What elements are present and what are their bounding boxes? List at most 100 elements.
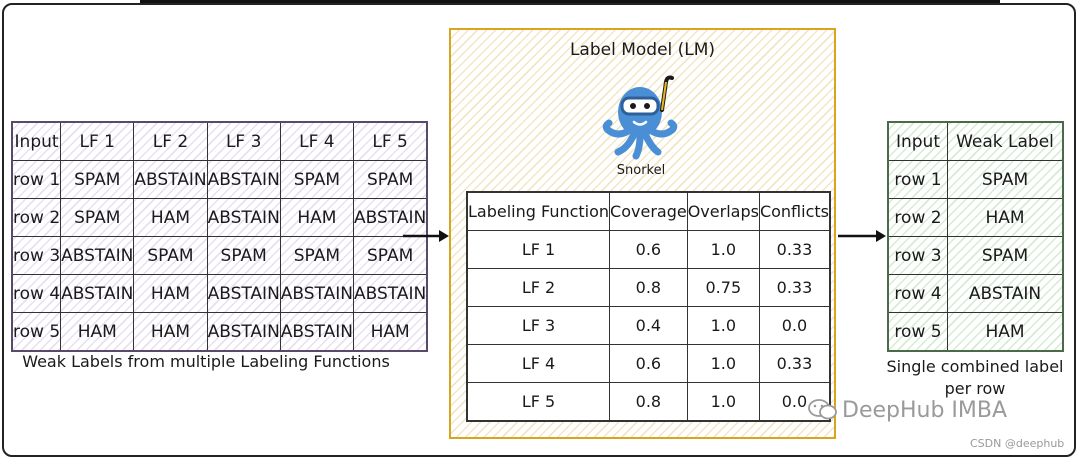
table-row: row 2 HAM [887, 198, 1064, 237]
table-cell: SPAM [279, 236, 355, 275]
table-header-row: Input Weak Label [887, 121, 1064, 161]
table-cell: SPAM [133, 236, 208, 275]
table-cell: 0.33 [758, 230, 831, 269]
table-cell: 0.0 [758, 382, 831, 422]
table-cell: ABSTAIN [353, 198, 428, 237]
table-cell: row 3 [11, 236, 62, 275]
weak-labels-table: Input LF 1 LF 2 LF 3 LF 4 LF 5 row 1 SPAM ABSTAI… [11, 121, 429, 352]
table-cell: SPAM [946, 236, 1064, 275]
watermark: DeepHub IMBA [808, 398, 1007, 423]
table-cell: ABSTAIN [60, 236, 135, 275]
table-cell: SPAM [60, 160, 135, 199]
table-cell: ABSTAIN [279, 274, 355, 313]
table-cell: HAM [279, 198, 355, 237]
header-cell: Weak Label [946, 121, 1064, 161]
table-cell: 0.33 [758, 268, 831, 307]
table-cell: HAM [133, 274, 208, 313]
table-row: LF 5 0.8 1.0 0.0 [466, 382, 831, 422]
table-cell: row 1 [11, 160, 62, 199]
top-border-stroke [140, 0, 1000, 3]
table-row: row 3 SPAM [887, 236, 1064, 275]
table-cell: HAM [946, 198, 1064, 237]
table-cell: HAM [133, 312, 208, 352]
table-cell: 0.33 [758, 344, 831, 383]
table-cell: 1.0 [686, 344, 760, 383]
table-cell: ABSTAIN [133, 160, 208, 199]
arrow-to-output [838, 230, 886, 242]
table-cell: row 2 [11, 198, 62, 237]
header-cell: Conflicts [758, 191, 831, 231]
table-cell: row 2 [887, 198, 948, 237]
header-cell: LF 5 [353, 121, 428, 161]
combined-label-caption-line1: Single combined label [886, 357, 1064, 376]
weak-labels-caption: Weak Labels from multiple Labeling Funct… [22, 352, 390, 371]
table-cell: ABSTAIN [353, 274, 428, 313]
header-cell: Input [11, 121, 62, 161]
table-row: row 4 ABSTAIN [887, 274, 1064, 313]
table-row: LF 3 0.4 1.0 0.0 [466, 306, 831, 345]
table-row: LF 1 0.6 1.0 0.33 [466, 230, 831, 269]
wechat-icon [808, 399, 837, 420]
table-cell: SPAM [353, 236, 428, 275]
table-cell: SPAM [353, 160, 428, 199]
table-cell: row 3 [887, 236, 948, 275]
table-cell: SPAM [279, 160, 355, 199]
table-cell: HAM [946, 312, 1064, 352]
table-cell: HAM [353, 312, 428, 352]
table-cell: ABSTAIN [206, 274, 281, 313]
table-row: row 5 HAM [887, 312, 1064, 352]
snorkel-logo-text: Snorkel [616, 163, 666, 178]
table-row: LF 4 0.6 1.0 0.33 [466, 344, 831, 383]
table-cell: 0.4 [609, 306, 688, 345]
combined-label-caption-line2: per row [944, 379, 1006, 398]
table-cell: HAM [133, 198, 208, 237]
table-cell: HAM [60, 312, 135, 352]
combined-label-caption: Single combined label per row [875, 356, 1075, 400]
table-cell: ABSTAIN [279, 312, 355, 352]
header-cell: Input [887, 121, 948, 161]
table-cell: row 1 [887, 160, 948, 199]
table-row: row 3 ABSTAIN SPAM SPAM SPAM SPAM [11, 236, 428, 275]
table-cell: SPAM [946, 160, 1064, 199]
table-cell: row 5 [11, 312, 62, 352]
table-row: row 5 HAM HAM ABSTAIN ABSTAIN HAM [11, 312, 428, 352]
table-cell: ABSTAIN [946, 274, 1064, 313]
header-cell: LF 3 [206, 121, 281, 161]
label-model-title: Label Model (LM) [569, 40, 716, 60]
table-row: row 1 SPAM [887, 160, 1064, 199]
table-header-row: Input LF 1 LF 2 LF 3 LF 4 LF 5 [11, 121, 428, 161]
header-cell: LF 1 [60, 121, 135, 161]
table-row: row 1 SPAM ABSTAIN ABSTAIN SPAM SPAM [11, 160, 428, 199]
table-cell: 1.0 [686, 230, 760, 269]
table-cell: ABSTAIN [206, 312, 281, 352]
header-cell: Labeling Function [466, 191, 611, 231]
snorkel-octopus-icon [602, 75, 678, 160]
table-row: LF 2 0.8 0.75 0.33 [466, 268, 831, 307]
header-cell: Overlaps [686, 191, 760, 231]
csdn-credit: CSDN @deephub [970, 437, 1065, 450]
combined-label-table: Input Weak Label row 1 SPAM row 2 HAM row 3 SPA… [887, 121, 1064, 352]
table-cell: 0.6 [609, 230, 688, 269]
header-cell: LF 2 [133, 121, 208, 161]
table-cell: LF 5 [466, 382, 611, 422]
table-header-row: Labeling Function Coverage Overlaps Conflic… [466, 191, 831, 231]
table-cell: 1.0 [686, 382, 760, 422]
table-cell: 0.6 [609, 344, 688, 383]
table-cell: 0.8 [609, 268, 688, 307]
header-cell: Coverage [609, 191, 688, 231]
table-cell: LF 1 [466, 230, 611, 269]
table-cell: LF 2 [466, 268, 611, 307]
table-cell: ABSTAIN [60, 274, 135, 313]
table-cell: 0.0 [758, 306, 831, 345]
table-cell: LF 4 [466, 344, 611, 383]
table-row: row 2 SPAM HAM ABSTAIN HAM ABSTAIN [11, 198, 428, 237]
table-row: row 4 ABSTAIN HAM ABSTAIN ABSTAIN ABSTAIN [11, 274, 428, 313]
table-cell: row 4 [11, 274, 62, 313]
table-cell: row 5 [887, 312, 948, 352]
table-cell: LF 3 [466, 306, 611, 345]
table-cell: ABSTAIN [206, 198, 281, 237]
table-cell: 0.75 [686, 268, 760, 307]
watermark-text: DeepHub IMBA [842, 398, 1008, 423]
table-cell: SPAM [206, 236, 281, 275]
table-cell: row 4 [887, 274, 948, 313]
